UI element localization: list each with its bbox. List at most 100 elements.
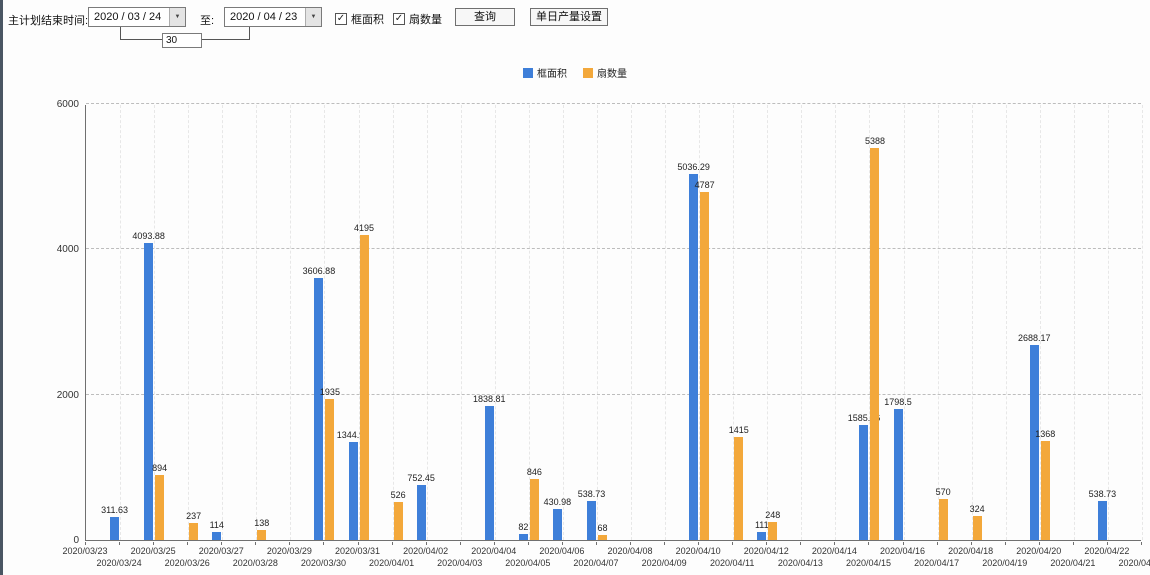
date-to-combo[interactable]: 2020 / 04 / 23 ▼ <box>224 7 322 27</box>
bar-value-label: 4787 <box>694 180 715 191</box>
x-axis-tick <box>289 542 291 545</box>
gridline-vertical <box>1142 105 1143 540</box>
bar-框面积-2020/04/20 <box>1029 344 1039 540</box>
x-axis-tick <box>800 542 802 545</box>
frame-area-checkbox-label: 框面积 <box>351 14 384 26</box>
x-axis-tick-label: 2020/04/08 <box>607 546 653 556</box>
gridline-vertical <box>392 105 394 540</box>
x-axis-tick-label: 2020/04/02 <box>403 546 449 556</box>
gridline-vertical <box>256 105 258 540</box>
x-axis-tick <box>119 542 121 545</box>
bar-value-label: 138 <box>254 517 270 528</box>
y-axis-tick-label: 4000 <box>56 244 79 256</box>
x-axis-tick-label: 2020/04/22 <box>1084 546 1130 556</box>
x-axis-tick-label: 2020/04/06 <box>539 546 585 556</box>
bar-扇数量-2020/04/11 <box>734 437 744 540</box>
bar-框面积-2020/04/05 <box>518 534 528 540</box>
x-axis-tick-label: 2020/04/03 <box>437 558 483 568</box>
chart-plot-area: 311.63 4093.88 114 3606.88 1344.95 752.45 1838… <box>85 103 1143 541</box>
gridline-vertical <box>665 105 667 540</box>
x-axis-tick-label: 2020/04/07 <box>573 558 619 568</box>
gridline-vertical <box>1073 105 1075 540</box>
bar-扇数量-2020/03/26 <box>189 522 199 540</box>
date-from-dropdown-icon[interactable]: ▼ <box>169 8 185 26</box>
gridline-vertical <box>767 105 769 540</box>
bar-框面积-2020/04/02 <box>416 485 426 540</box>
bar-value-label: 68 <box>597 523 608 534</box>
plan-end-time-label: 主计划结束时间: <box>8 15 89 27</box>
bar-value-label: 430.98 <box>543 496 572 507</box>
x-axis-tick <box>1004 542 1006 545</box>
x-axis-tick <box>630 542 632 545</box>
x-axis-tick <box>595 542 597 545</box>
daily-output-settings-button[interactable]: 单日产量设置 <box>530 8 608 26</box>
gridline-vertical <box>631 105 633 540</box>
gridline-vertical <box>494 105 496 540</box>
gridline-vertical <box>528 105 530 540</box>
bar-value-label: 5388 <box>864 136 885 147</box>
date-to-dropdown-icon[interactable]: ▼ <box>305 8 321 26</box>
x-axis-tick-label: 2020/03/24 <box>96 558 142 568</box>
check-icon[interactable]: ✓ <box>335 13 347 25</box>
gridline-vertical <box>971 105 973 540</box>
gridline-vertical <box>324 105 326 540</box>
y-axis-tick-label: 6000 <box>56 99 79 110</box>
x-axis-tick-label: 2020/04/16 <box>880 546 926 556</box>
bar-value-label: 538.73 <box>577 488 606 499</box>
x-axis-tick <box>357 542 359 545</box>
gridline-vertical <box>733 105 735 540</box>
gridline-vertical <box>562 105 564 540</box>
x-axis-tick <box>153 542 155 545</box>
x-axis-tick-label: 2020/04/01 <box>369 558 415 568</box>
query-button[interactable]: 查询 <box>455 8 515 26</box>
to-label: 至: <box>200 15 215 27</box>
gridline-vertical <box>1005 105 1007 540</box>
bar-value-label: 82 <box>518 522 529 533</box>
bar-value-label: 2688.17 <box>1018 332 1051 343</box>
bar-value-label: 846 <box>526 466 542 477</box>
bar-value-label: 4195 <box>354 223 375 234</box>
gridline-horizontal <box>86 248 1141 250</box>
gridline-vertical <box>1107 105 1109 540</box>
gridline-vertical <box>188 105 190 540</box>
bar-value-label: 311.63 <box>101 505 128 516</box>
window-left-border <box>0 0 3 575</box>
check-icon[interactable]: ✓ <box>393 13 405 25</box>
bar-value-label: 111 <box>754 519 769 530</box>
bar-value-label: 114 <box>209 519 224 530</box>
bar-框面积-2020/04/10 <box>689 174 699 540</box>
bar-扇数量-2020/04/05 <box>529 478 539 540</box>
bar-value-label: 4093.88 <box>132 230 165 241</box>
interval-days-input[interactable] <box>162 33 202 48</box>
x-axis-tick-label: 2020/04/04 <box>471 546 517 556</box>
x-axis-tick-label: 2020/03/27 <box>198 546 244 556</box>
bar-扇数量-2020/04/18 <box>972 516 982 540</box>
chart-legend: 框面积 扇数量 <box>0 65 1150 80</box>
x-axis-tick <box>425 542 427 545</box>
bar-框面积-2020/04/16 <box>893 409 903 540</box>
bar-框面积-2020/04/07 <box>586 500 596 540</box>
x-axis-tick <box>1141 542 1142 545</box>
date-from-combo[interactable]: 2020 / 03 / 24 ▼ <box>88 7 186 27</box>
x-axis-tick-label: 2020/04/21 <box>1050 558 1096 568</box>
x-axis-tick-label: 2020/04/23 <box>1118 558 1150 568</box>
gridline-vertical <box>120 105 122 540</box>
interval-connector-right <box>202 27 250 40</box>
frame-area-checkbox[interactable]: ✓ 框面积 <box>335 11 384 27</box>
bar-value-label: 324 <box>969 504 985 515</box>
x-axis-tick <box>187 542 189 545</box>
legend-swatch-icon <box>583 67 593 78</box>
fan-count-checkbox[interactable]: ✓ 扇数量 <box>393 11 442 27</box>
bar-扇数量-2020/04/12 <box>768 521 778 540</box>
bar-value-label: 1798.5 <box>884 397 912 408</box>
bar-value-label: 752.45 <box>407 473 435 484</box>
x-axis-tick-label: 2020/04/09 <box>641 558 687 568</box>
x-axis-tick <box>766 542 768 545</box>
gridline-vertical <box>154 105 156 540</box>
bar-框面积-2020/04/15 <box>859 424 869 540</box>
bar-扇数量-2020/04/01 <box>393 501 403 540</box>
x-axis-tick-label: 2020/03/30 <box>300 558 346 568</box>
bar-扇数量-2020/03/30 <box>325 399 335 540</box>
x-axis-tick-label: 2020/04/20 <box>1016 546 1062 556</box>
bar-value-label: 248 <box>765 509 781 520</box>
